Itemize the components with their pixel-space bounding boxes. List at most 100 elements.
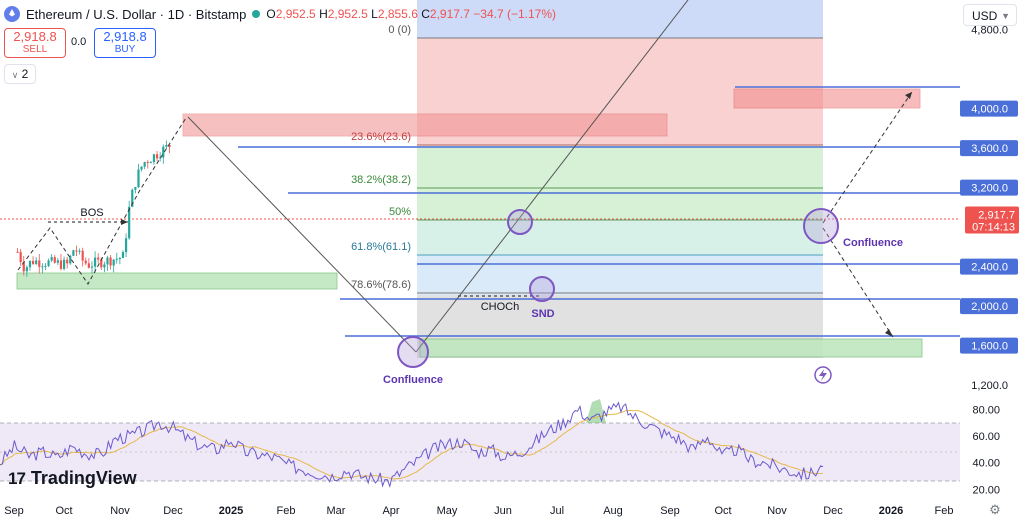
candle-body (106, 257, 109, 265)
close-label: C (421, 7, 430, 21)
candle-body (81, 250, 84, 261)
x-tick-label: Oct (714, 505, 731, 517)
x-tick-label: Dec (823, 505, 843, 517)
rsi-line (0, 401, 824, 489)
high-value: 2,952.5 (327, 7, 368, 21)
level-badge (960, 337, 1018, 354)
arrow-head-up (905, 92, 912, 99)
supply-zone-dec (182, 113, 668, 137)
countdown-label: 07:14:13 (972, 222, 1015, 234)
candle-body (165, 144, 168, 147)
x-tick-label: Jul (550, 505, 564, 517)
candle-body (75, 250, 78, 252)
x-tick-label: Aug (603, 505, 623, 517)
annotation-choch: CHOCh (481, 301, 520, 313)
candle-body (90, 266, 94, 268)
candle-body (93, 257, 97, 267)
x-tick-label: 2025 (219, 505, 243, 517)
indicators-toggle-button[interactable]: ∨ 2 (4, 64, 36, 84)
annotation-confluence-now: Confluence (843, 237, 903, 249)
drawing-zones (16, 0, 923, 358)
level-badge-label: 3,600.0 (971, 143, 1008, 155)
currency-select[interactable]: USD ▼ (963, 4, 1017, 26)
open-label: O (266, 7, 276, 21)
level-badge (960, 298, 1018, 315)
candle-body (44, 265, 47, 267)
candle-body (112, 259, 115, 266)
candle-body (38, 260, 41, 267)
candle-body (31, 260, 35, 264)
candle-body (87, 263, 90, 268)
candle-body (25, 267, 28, 272)
y-tick-label: 4,800.0 (971, 25, 1008, 37)
fib-zone-top (417, 0, 823, 38)
supply-zone-oct (733, 88, 921, 109)
x-tick-label: Nov (767, 505, 787, 517)
candle-body (56, 260, 59, 263)
candle-body (168, 144, 171, 148)
candle-body (140, 166, 143, 170)
buy-price: 2,918.8 (103, 29, 147, 44)
x-tick-label: Dec (163, 505, 183, 517)
indicators-count: 2 (21, 67, 29, 81)
candle-body (115, 258, 118, 260)
fib-zone-green (417, 145, 823, 220)
candle-body (109, 257, 112, 266)
candle-body (134, 187, 137, 190)
x-tick-label: Sep (4, 505, 24, 517)
fib-label-236: 23.6%(23.6) (351, 131, 411, 143)
logo-text: TradingView (30, 468, 137, 488)
arrow-head-down (885, 329, 893, 337)
candle-body (124, 238, 128, 253)
trend-drawings (17, 0, 913, 368)
candle-body (22, 262, 25, 272)
level-badge (960, 140, 1018, 157)
chevron-down-icon: ▼ (1001, 11, 1010, 21)
ohlc-values: O2,952.5 H2,952.5 L2,855.6 C2,917.7 −34.… (266, 7, 556, 21)
mid-circle (507, 209, 533, 235)
fib-label-618: 61.8%(61.1) (351, 241, 411, 253)
symbol-title[interactable]: Ethereum / U.S. Dollar · 1D · Bitstamp (26, 6, 247, 22)
tradingview-logo[interactable]: 17 TradingView (8, 468, 137, 489)
x-tick-label: Mar (327, 505, 346, 517)
candle-body (78, 250, 81, 252)
candle-body (19, 251, 22, 263)
x-tick-label: Nov (110, 505, 130, 517)
sell-button[interactable]: 2,918.8 SELL (4, 28, 66, 58)
trend-line-dec-apr (187, 116, 417, 353)
arrow-head-bos (121, 219, 128, 225)
level-badge (960, 100, 1018, 117)
candle-body (41, 266, 44, 268)
tradingview-mark-icon: 17 (8, 468, 26, 488)
candle-body (152, 154, 156, 163)
change-value: −34.7 (−1.17%) (473, 7, 557, 21)
candle-body (149, 162, 152, 164)
level-badge (960, 179, 1018, 196)
market-status-icon (252, 10, 261, 18)
fib-zone-blue (417, 255, 823, 295)
projection-path-down (822, 227, 894, 338)
chevron-down-icon: ∨ (11, 70, 19, 80)
demand-zone-apr (419, 338, 923, 358)
candle-body (69, 255, 72, 264)
candle-body (103, 264, 106, 268)
x-tick-label: 2026 (879, 505, 903, 517)
candle-body (62, 259, 66, 269)
current-price-badge (965, 206, 1019, 234)
candle-body (47, 260, 50, 266)
price-badges: 4,000.0 3,600.0 3,200.0 2,400.0 2,000.0 1,600… (960, 100, 1019, 354)
fib-zone-teal (417, 220, 823, 255)
x-tick-label: Feb (277, 505, 296, 517)
buy-button[interactable]: 2,918.8 BUY (94, 28, 156, 58)
annotation-bos: BOS (80, 207, 103, 219)
candle-body (66, 259, 69, 264)
rsi-overbought-fill (586, 399, 606, 423)
gear-icon[interactable]: ⚙ (989, 502, 1001, 517)
candle-body (155, 154, 159, 159)
sell-price: 2,918.8 (13, 29, 57, 44)
candle-body (84, 260, 87, 264)
high-label: H (319, 7, 328, 21)
flash-icon[interactable] (814, 366, 832, 384)
symbol-header[interactable]: Ethereum / U.S. Dollar · 1D · Bitstamp O… (4, 4, 556, 24)
